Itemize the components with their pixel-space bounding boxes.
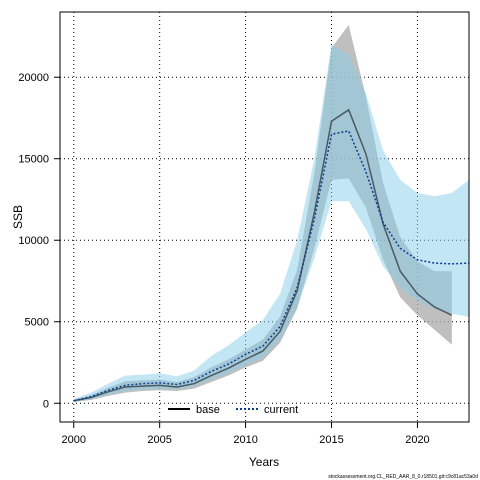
x-axis: 2000 2005 2010 2015 2020 [62, 422, 430, 446]
x-tick-label-2015: 2015 [319, 434, 343, 446]
legend-label-base: base [196, 404, 220, 416]
legend-label-current: current [264, 404, 298, 416]
y-tick-label-10000: 10000 [18, 235, 49, 247]
series-lines [73, 108, 469, 402]
y-tick-label-15000: 15000 [18, 154, 49, 166]
plot-frame [59, 11, 470, 423]
y-axis-title: SSB [11, 205, 25, 229]
y-tick-label-5000: 5000 [25, 317, 49, 329]
x-tick-label-2020: 2020 [405, 434, 429, 446]
band-current [73, 44, 469, 402]
line-base [73, 108, 453, 402]
x-tick-label-2010: 2010 [233, 434, 257, 446]
y-tick-label-0: 0 [43, 398, 49, 410]
y-tick-label-20000: 20000 [18, 72, 49, 84]
y-axis: 0 5000 10000 15000 20000 [18, 72, 60, 410]
x-tick-label-2000: 2000 [62, 434, 86, 446]
x-axis-title: Years [249, 455, 279, 469]
confidence-bands [73, 25, 469, 402]
x-tick-label-2005: 2005 [147, 434, 171, 446]
legend: base current [168, 404, 298, 416]
footer-text: stockassessment.org.CL_RED_AAR_8_0.r1850… [328, 474, 478, 480]
line-current [73, 130, 469, 402]
